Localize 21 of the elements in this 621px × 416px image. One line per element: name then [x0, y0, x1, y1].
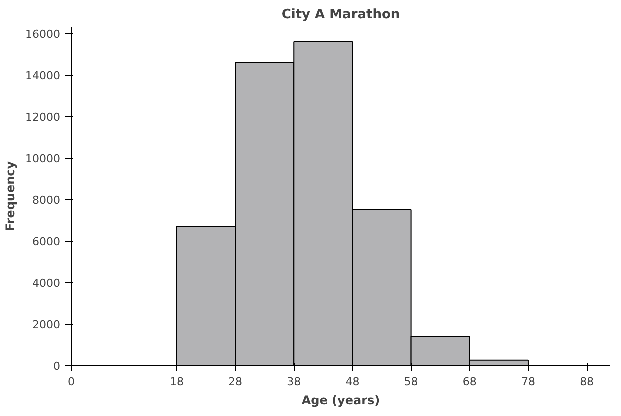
y-tick-label: 6000 — [32, 236, 61, 249]
x-tick-label: 38 — [287, 376, 302, 388]
x-tick-label: 58 — [404, 376, 418, 388]
x-tick-label: 68 — [462, 376, 477, 388]
x-tick-label: 28 — [228, 376, 243, 388]
y-tick-label: 2000 — [32, 318, 61, 332]
x-axis-title: Age (years) — [302, 394, 380, 408]
chart-title: City A Marathon — [282, 8, 400, 22]
x-tick-label: 18 — [170, 376, 184, 388]
y-axis-title: Frequency — [4, 161, 18, 232]
y-tick-label: 4000 — [32, 277, 61, 290]
y-tick-label: 8000 — [32, 194, 61, 208]
y-tick-label: 12000 — [26, 111, 61, 124]
y-tick-label: 10000 — [26, 152, 61, 166]
x-tick-label: 0 — [68, 376, 75, 388]
y-tick-label: 14000 — [26, 70, 61, 83]
y-tick-label: 0 — [54, 360, 60, 373]
x-tick-label: 78 — [521, 376, 536, 388]
x-tick-label: 88 — [580, 376, 594, 388]
x-tick-label: 48 — [346, 376, 360, 388]
y-tick-label: 16000 — [26, 28, 61, 42]
